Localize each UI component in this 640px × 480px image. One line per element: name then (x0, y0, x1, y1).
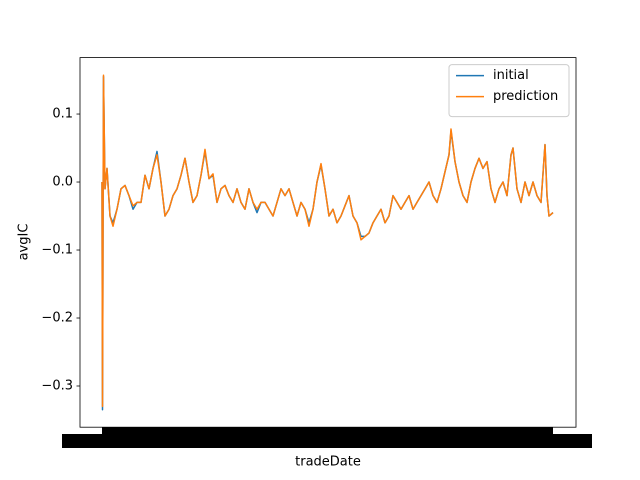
axes-frame (79, 57, 577, 428)
x-tick-marks (102, 427, 553, 434)
line-series (101, 74, 554, 408)
y-tick-label: −0.3 (41, 378, 73, 393)
x-axis-label: tradeDate (295, 455, 361, 470)
legend-box (448, 64, 570, 118)
y-tick-label: 0.0 (52, 175, 73, 190)
y-tick-label: 0.1 (52, 107, 73, 122)
legend-label: prediction (493, 89, 558, 104)
legend-label: initial (493, 68, 529, 83)
y-tick-label: −0.2 (41, 311, 73, 326)
y-tick-label: −0.1 (41, 243, 73, 258)
y-axis-label: avgIC (17, 224, 32, 261)
x-tick-label-smear (62, 434, 592, 448)
